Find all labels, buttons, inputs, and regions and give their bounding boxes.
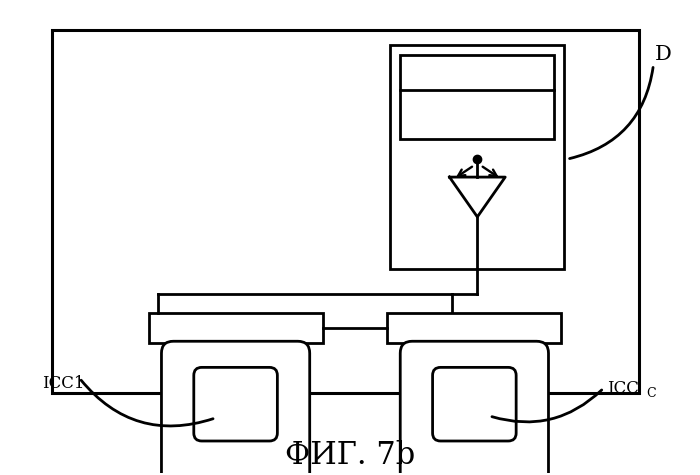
FancyArrowPatch shape (570, 67, 653, 159)
Text: D: D (655, 45, 672, 64)
Text: ICC1: ICC1 (41, 375, 84, 391)
FancyBboxPatch shape (400, 341, 549, 475)
FancyBboxPatch shape (162, 341, 309, 475)
Text: C: C (647, 388, 656, 400)
Text: ФИГ. 7b: ФИГ. 7b (285, 440, 415, 471)
Bar (400, 55, 554, 139)
Text: ICC: ICC (607, 380, 638, 397)
Bar (387, 314, 561, 343)
Bar (52, 30, 638, 393)
FancyBboxPatch shape (433, 367, 516, 441)
Bar (390, 45, 564, 269)
FancyBboxPatch shape (194, 367, 277, 441)
Bar (148, 314, 323, 343)
FancyArrowPatch shape (492, 390, 602, 422)
FancyArrowPatch shape (81, 380, 213, 426)
